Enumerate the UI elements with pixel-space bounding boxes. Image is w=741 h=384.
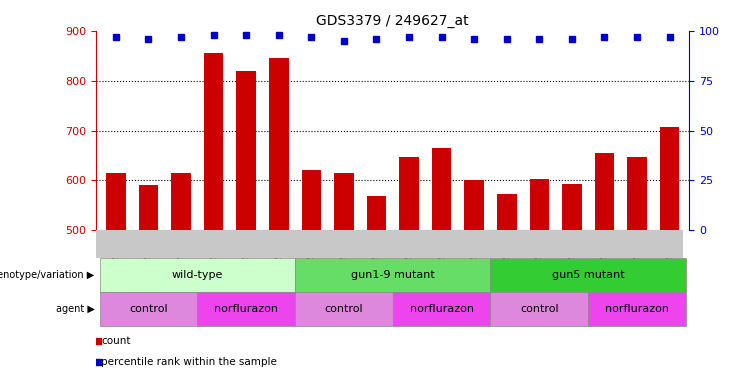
Text: control: control (520, 304, 559, 314)
Text: norflurazon: norflurazon (410, 304, 473, 314)
Bar (295, 292, 393, 326)
Bar (139, 185, 159, 230)
Text: gun5 mutant: gun5 mutant (552, 270, 625, 280)
Text: percentile rank within the sample: percentile rank within the sample (102, 358, 277, 367)
Title: GDS3379 / 249627_at: GDS3379 / 249627_at (316, 14, 469, 28)
Bar (106, 173, 126, 230)
Bar (99, 292, 197, 326)
Bar (562, 184, 582, 230)
Bar (465, 180, 484, 230)
Bar (171, 173, 190, 230)
Text: count: count (102, 336, 130, 346)
Bar (393, 292, 491, 326)
Bar (491, 292, 588, 326)
Bar (269, 58, 288, 230)
Text: norflurazon: norflurazon (605, 304, 669, 314)
Text: gun1-9 mutant: gun1-9 mutant (350, 270, 435, 280)
Bar (99, 258, 295, 292)
Text: control: control (325, 304, 363, 314)
Bar (295, 258, 491, 292)
Bar (197, 292, 295, 326)
Bar (236, 71, 256, 230)
Bar (399, 157, 419, 230)
Bar (96, 230, 682, 258)
Bar (659, 127, 679, 230)
Text: norflurazon: norflurazon (214, 304, 278, 314)
Bar (595, 153, 614, 230)
Bar (334, 173, 353, 230)
Text: wild-type: wild-type (172, 270, 223, 280)
Text: agent ▶: agent ▶ (56, 304, 95, 314)
Text: control: control (129, 304, 167, 314)
Bar (432, 148, 451, 230)
Bar (497, 194, 516, 230)
Bar (588, 292, 686, 326)
Text: genotype/variation ▶: genotype/variation ▶ (0, 270, 95, 280)
Bar (530, 179, 549, 230)
Bar (491, 258, 686, 292)
Bar (367, 197, 386, 230)
Bar (204, 53, 223, 230)
Bar (302, 170, 321, 230)
Bar (627, 157, 647, 230)
